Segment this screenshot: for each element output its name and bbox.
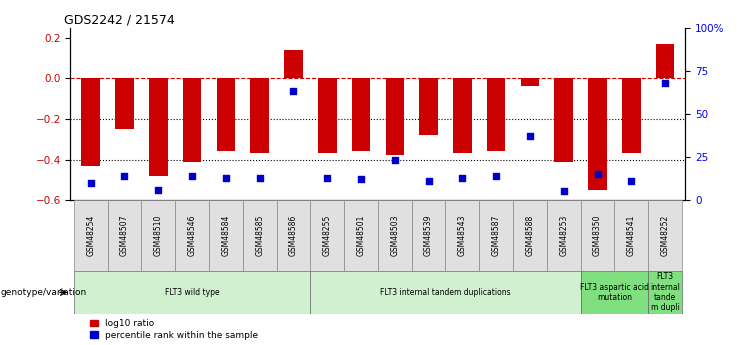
Text: GSM48586: GSM48586 (289, 215, 298, 256)
Bar (82, 78, 100, 166)
Bar (385, 78, 404, 156)
Bar (614, 200, 648, 271)
Legend: log10 ratio, percentile rank within the sample: log10 ratio, percentile rank within the … (90, 319, 258, 340)
Text: GSM48541: GSM48541 (627, 215, 636, 256)
Bar (445, 200, 479, 271)
Text: GSM48588: GSM48588 (525, 215, 534, 256)
Bar (318, 78, 336, 154)
Point (422, 178, 434, 184)
Bar (310, 271, 581, 314)
Point (389, 158, 401, 163)
Text: GSM48546: GSM48546 (187, 215, 196, 256)
Text: GSM48350: GSM48350 (593, 215, 602, 256)
Bar (547, 200, 581, 271)
Bar (149, 78, 167, 176)
Bar (352, 78, 370, 151)
Text: GSM48503: GSM48503 (391, 215, 399, 256)
Bar (310, 200, 344, 271)
Bar (648, 271, 682, 314)
Text: GSM48255: GSM48255 (323, 215, 332, 256)
Point (84, 180, 96, 186)
Text: FLT3 aspartic acid
mutation: FLT3 aspartic acid mutation (580, 283, 649, 302)
Bar (107, 200, 142, 271)
Text: genotype/variation: genotype/variation (1, 288, 87, 297)
Text: GSM48585: GSM48585 (255, 215, 264, 256)
Bar (344, 200, 378, 271)
Bar (656, 44, 674, 78)
Text: FLT3 wild type: FLT3 wild type (165, 288, 219, 297)
Point (355, 177, 367, 182)
Text: GSM48539: GSM48539 (424, 215, 433, 256)
Point (153, 187, 165, 193)
Point (322, 175, 333, 180)
Bar (378, 200, 412, 271)
Bar (513, 200, 547, 271)
Bar (74, 200, 107, 271)
Text: GSM48587: GSM48587 (492, 215, 501, 256)
Text: GSM48507: GSM48507 (120, 215, 129, 256)
Point (119, 173, 130, 179)
Text: GSM48252: GSM48252 (661, 215, 670, 256)
Bar (412, 200, 445, 271)
Text: GSM48543: GSM48543 (458, 215, 467, 256)
Bar (648, 200, 682, 271)
Bar (216, 78, 235, 151)
Bar (588, 78, 607, 190)
Point (625, 178, 637, 184)
Point (491, 173, 502, 179)
Bar (209, 200, 243, 271)
Bar (581, 200, 614, 271)
Point (456, 175, 468, 180)
Bar (250, 78, 269, 154)
Text: GSM48501: GSM48501 (356, 215, 365, 256)
Bar (74, 271, 310, 314)
Bar (183, 78, 202, 161)
Bar (622, 78, 641, 154)
Point (220, 175, 232, 180)
Bar (142, 200, 175, 271)
Text: FLT3
internal
tande
m dupli: FLT3 internal tande m dupli (650, 272, 680, 313)
Bar (276, 200, 310, 271)
Bar (453, 78, 472, 154)
Text: GDS2242 / 21574: GDS2242 / 21574 (64, 13, 175, 27)
Bar (284, 50, 303, 78)
Text: GSM48253: GSM48253 (559, 215, 568, 256)
Bar (487, 78, 505, 151)
Point (558, 189, 570, 194)
Bar (521, 78, 539, 87)
Bar (175, 200, 209, 271)
Bar (419, 78, 438, 135)
Bar (243, 200, 276, 271)
Text: GSM48510: GSM48510 (153, 215, 163, 256)
Point (659, 80, 671, 86)
Bar (581, 271, 648, 314)
Point (288, 89, 299, 94)
Text: FLT3 internal tandem duplications: FLT3 internal tandem duplications (380, 288, 511, 297)
Point (186, 173, 198, 179)
Text: GSM48584: GSM48584 (222, 215, 230, 256)
Bar (554, 78, 573, 161)
Bar (479, 200, 513, 271)
Text: GSM48254: GSM48254 (86, 215, 95, 256)
Bar (115, 78, 134, 129)
Point (591, 171, 603, 177)
Point (253, 175, 265, 180)
Point (524, 134, 536, 139)
